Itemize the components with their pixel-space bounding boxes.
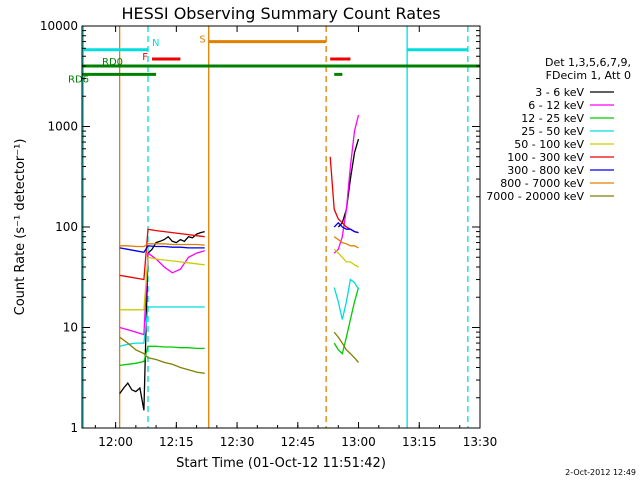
y-axis: 1 10 100 1000 10000	[40, 19, 480, 435]
y-tick-label: 10000	[40, 19, 78, 33]
flag-label-rd0: RD0	[102, 57, 123, 68]
series-line-6	[119, 228, 205, 281]
legend-label-3: 12 - 25 keV	[521, 112, 584, 125]
x-tick-label: 12:00	[98, 435, 133, 449]
y-tick-label: 10	[63, 321, 78, 335]
legend-label-6: 100 - 300 keV	[507, 151, 584, 164]
series-line-9	[333, 331, 359, 363]
timestamp-footer: 2-Oct-2012 12:49	[565, 468, 636, 477]
chart-title: HESSI Observing Summary Count Rates	[121, 4, 440, 23]
series-line-9	[119, 336, 205, 374]
series-line-4	[333, 278, 360, 320]
series-line-8	[119, 243, 205, 248]
series-line-7	[333, 221, 359, 234]
legend-label-5: 50 - 100 keV	[514, 138, 584, 151]
legend-label-9: 7000 - 20000 keV	[486, 190, 584, 203]
x-axis-label: Start Time (01-Oct-12 11:51:42)	[176, 456, 386, 471]
series-line-1	[119, 230, 205, 411]
series-line-7	[119, 245, 205, 254]
series-line-3	[119, 345, 205, 367]
series-line-3	[333, 287, 360, 355]
series-line-5	[333, 248, 359, 268]
vertical-markers	[82, 26, 469, 428]
legend-label-8: 800 - 7000 keV	[500, 177, 584, 190]
legend-title-line-1: Det 1,3,5,6,7,9,	[545, 56, 631, 69]
series-line-2	[119, 250, 205, 336]
x-axis: 12:00 12:15 12:30 12:45 13:00 13:15 13:30	[94, 26, 498, 449]
x-tick-label: 12:15	[159, 435, 194, 449]
legend-label-1: 3 - 6 keV	[535, 86, 584, 99]
legend-label-2: 6 - 12 keV	[528, 99, 584, 112]
flag-label-s: S	[199, 35, 205, 46]
plot-frame	[81, 25, 481, 429]
legend-label-4: 25 - 50 keV	[521, 125, 584, 138]
legend: Det 1,3,5,6,7,9, FDecim 1, Att 0 3 - 6 k…	[486, 56, 631, 203]
flag-label-f: F	[142, 52, 148, 63]
y-tick-label: 1000	[47, 120, 78, 134]
series-line-5	[119, 256, 205, 311]
x-tick-label: 13:30	[463, 435, 498, 449]
x-tick-label: 13:00	[341, 435, 376, 449]
x-tick-label: 12:45	[281, 435, 316, 449]
series-line-4	[119, 306, 205, 347]
legend-label-7: 300 - 800 keV	[507, 164, 584, 177]
legend-title-line-2: FDecim 1, Att 0	[546, 69, 631, 82]
flag-label-n: N	[152, 38, 159, 49]
series-lines	[119, 114, 360, 411]
y-axis-label: Count Rate (s⁻¹ detector⁻¹)	[13, 139, 28, 316]
flag-label-rd6: RD6	[68, 74, 89, 85]
x-tick-label: 12:30	[220, 435, 255, 449]
y-tick-label: 1	[70, 421, 78, 435]
flag-bars: NF S RD0 RD6	[68, 35, 480, 85]
y-tick-label: 100	[55, 220, 78, 234]
series-line-8	[333, 236, 359, 249]
series-line-2	[333, 114, 360, 254]
x-tick-label: 13:15	[402, 435, 437, 449]
